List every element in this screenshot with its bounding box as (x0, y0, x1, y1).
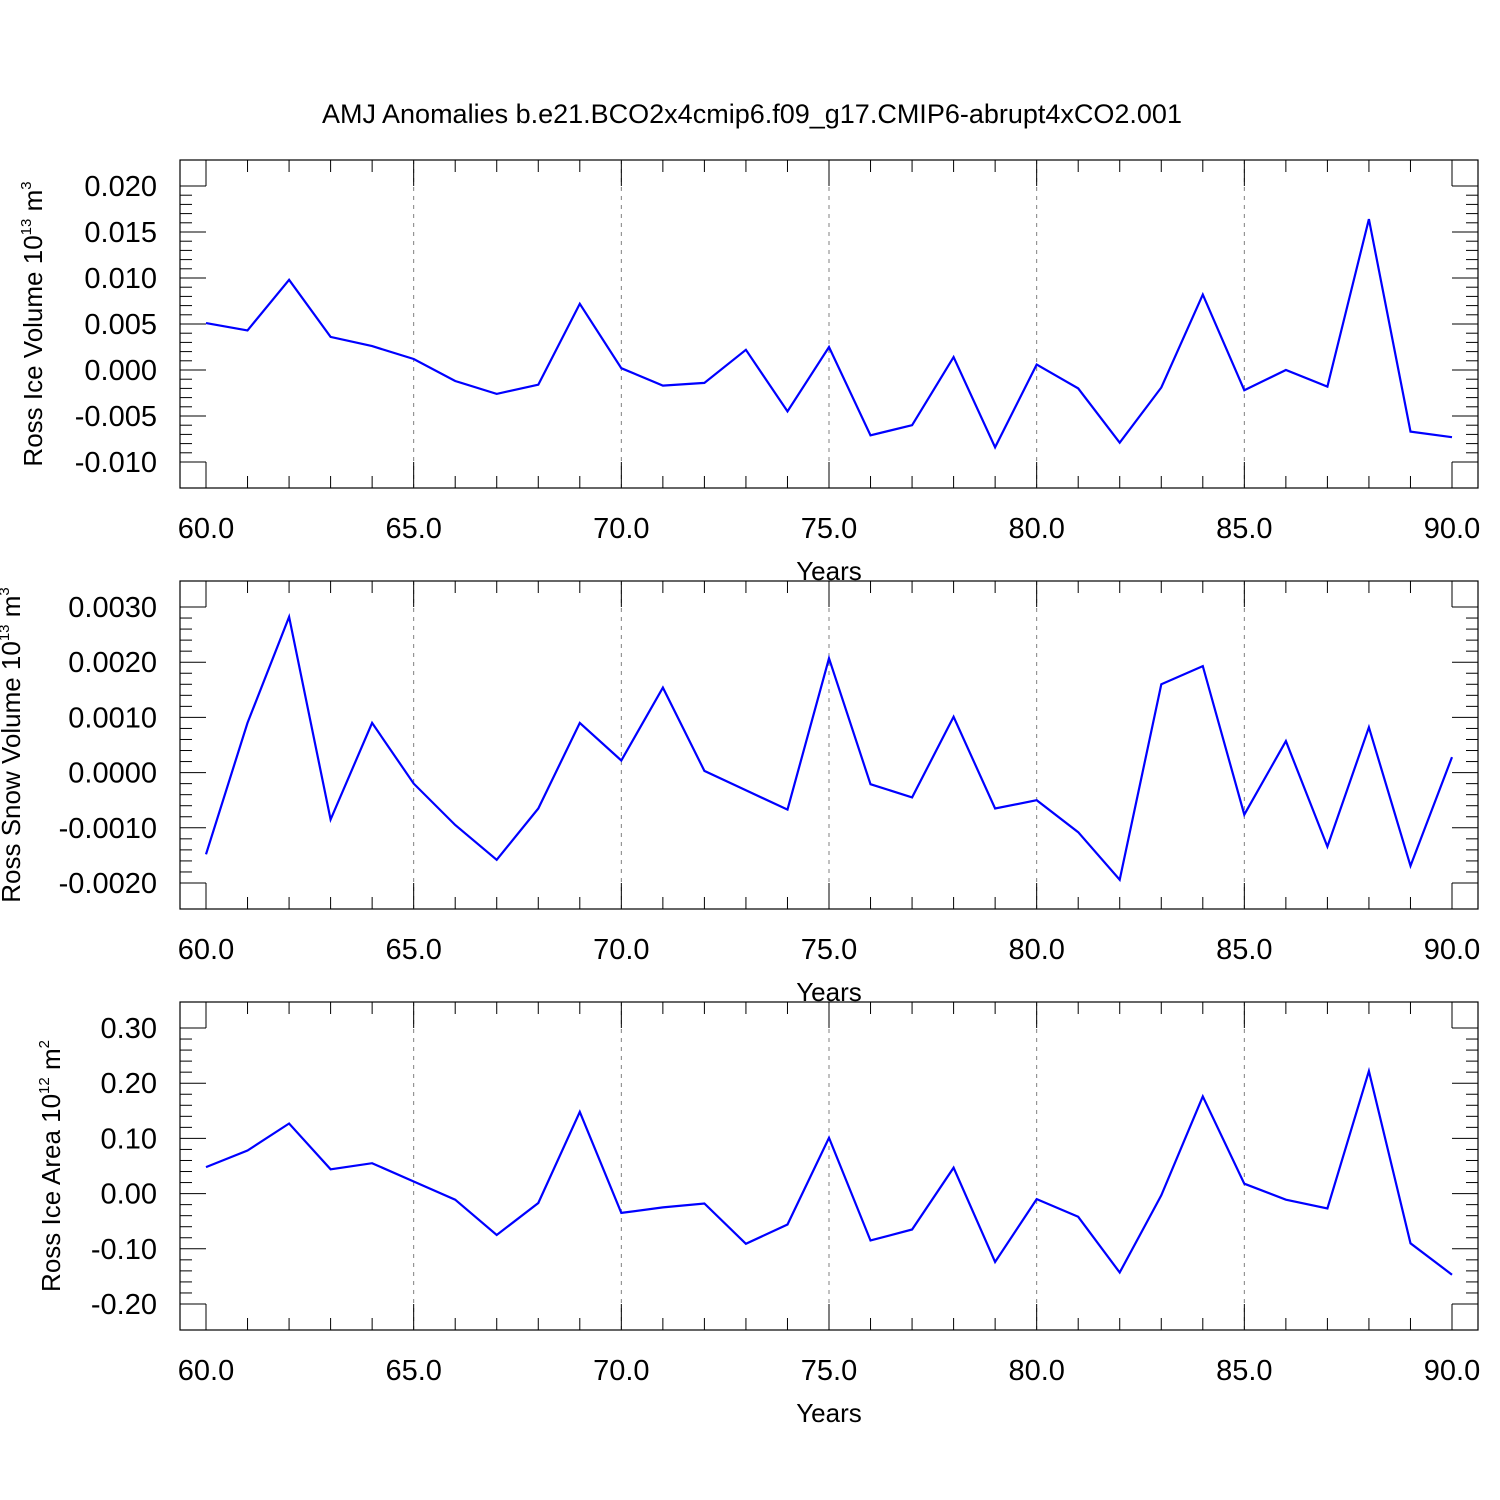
y-tick-label: -0.10 (91, 1234, 157, 1266)
y-tick-label: 0.0010 (68, 702, 157, 734)
y-axis-title-exponent: 13 (18, 219, 35, 236)
x-tick-label: 75.0 (801, 513, 857, 545)
y-tick-label: 0.0000 (68, 758, 157, 790)
panel-2: -0.0020 -0.0010 0.0000 0.0010 0.0020 0.0030 60… (0, 580, 1480, 1007)
y-axis-title-base: Ross Ice Volume 10 (18, 235, 48, 466)
y-axis-title-unit-exponent: 3 (0, 587, 13, 595)
x-tick-label: 80.0 (1008, 1355, 1064, 1387)
y-tick-label: 0.020 (84, 171, 157, 203)
x-tick-label: 65.0 (385, 1355, 441, 1387)
x-tick-label: 65.0 (385, 934, 441, 966)
panel-1: -0.010 -0.005 0.000 0.005 0.010 0.015 0.020 60.… (18, 159, 1480, 586)
x-tick-label: 80.0 (1008, 513, 1064, 545)
y-axis-title-unit: m (0, 596, 26, 625)
x-tick-label: 70.0 (593, 1355, 649, 1387)
x-tick-label: 80.0 (1008, 934, 1064, 966)
y-tick-label: -0.005 (75, 401, 157, 433)
x-tick-label: 60.0 (178, 934, 234, 966)
y-axis-title-unit-exponent: 2 (36, 1040, 53, 1048)
x-tick-label: 75.0 (801, 1355, 857, 1387)
x-tick-label: 85.0 (1216, 513, 1272, 545)
x-tick-label: 60.0 (178, 513, 234, 545)
y-axis-title-base: Ross Snow Volume 10 (0, 641, 26, 903)
x-tick-label: 75.0 (801, 934, 857, 966)
panels: -0.010 -0.005 0.000 0.005 0.010 0.015 0.020 60.… (0, 159, 1480, 1428)
x-tick-label: 70.0 (593, 513, 649, 545)
y-tick-label: -0.0020 (59, 868, 157, 900)
x-tick-label: 85.0 (1216, 1355, 1272, 1387)
y-tick-label: 0.0030 (68, 592, 157, 624)
x-axis-title: Years (796, 1398, 862, 1428)
y-tick-label: 0.015 (84, 217, 157, 249)
x-tick-label: 65.0 (385, 513, 441, 545)
panel-3: -0.20 -0.10 0.00 0.10 0.20 0.30 60.0 65.0 70.0 75… (36, 1001, 1480, 1428)
y-axis-title-unit-exponent: 3 (18, 181, 35, 189)
x-tick-label: 85.0 (1216, 934, 1272, 966)
x-tick-label: 90.0 (1424, 1355, 1480, 1387)
x-tick-label: 60.0 (178, 1355, 234, 1387)
y-tick-label: 0.00 (101, 1179, 157, 1211)
y-axis-title-exponent: 12 (36, 1077, 53, 1094)
x-tick-label: 90.0 (1424, 513, 1480, 545)
y-axis-title-exponent: 13 (0, 624, 13, 641)
y-axis-title: Ross Snow Volume 1013 m3 (0, 587, 26, 903)
series-line (205, 1066, 1453, 1276)
x-tick-label: 90.0 (1424, 934, 1480, 966)
y-tick-label: 0.20 (101, 1068, 157, 1100)
y-tick-label: 0.000 (84, 355, 157, 387)
y-tick-label: 0.0020 (68, 647, 157, 679)
y-tick-label: 0.010 (84, 263, 157, 295)
y-axis-title-unit: m (18, 190, 48, 219)
series-line (204, 613, 1454, 883)
series-line (205, 218, 1453, 450)
figure-title: AMJ Anomalies b.e21.BCO2x4cmip6.f09_g17.… (322, 99, 1182, 129)
y-tick-label: -0.20 (91, 1289, 157, 1321)
y-tick-label: 0.30 (101, 1013, 157, 1045)
x-tick-label: 70.0 (593, 934, 649, 966)
y-axis-title-unit: m (36, 1048, 66, 1077)
y-tick-label: -0.0010 (59, 813, 157, 845)
y-tick-label: 0.10 (101, 1123, 157, 1155)
y-tick-label: -0.010 (75, 447, 157, 479)
y-tick-label: 0.005 (84, 309, 157, 341)
y-axis-title: Ross Ice Area 1012 m2 (36, 1040, 66, 1292)
y-axis-title-base: Ross Ice Area 10 (36, 1094, 66, 1292)
y-axis-title: Ross Ice Volume 1013 m3 (18, 181, 48, 466)
